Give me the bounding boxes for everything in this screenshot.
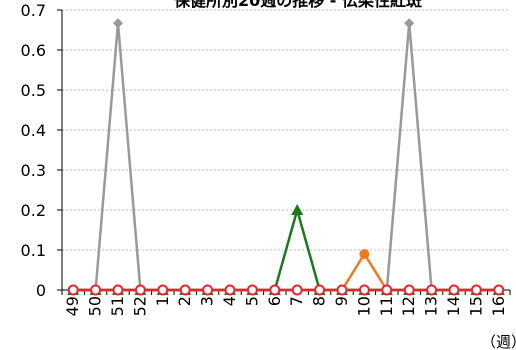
x-tick-label: 14: [444, 296, 463, 316]
y-tick-label: 0.2: [21, 201, 46, 220]
x-tick-label: 4: [220, 296, 239, 306]
x-tick-label: 52: [130, 296, 149, 316]
data-point: [67, 284, 79, 296]
y-tick-label: 0.5: [21, 81, 46, 100]
data-point: [404, 18, 415, 29]
x-tick-label: 50: [86, 296, 105, 316]
x-tick-label: 5: [242, 296, 261, 306]
x-tick-label: 49: [63, 296, 82, 316]
data-point: [134, 284, 146, 296]
data-point: [336, 284, 348, 296]
data-point: [381, 284, 393, 296]
data-point: [359, 249, 370, 259]
y-tick-label: 0.1: [21, 241, 46, 260]
y-tick-label: 0.7: [21, 1, 46, 20]
x-tick-label: 51: [108, 296, 127, 316]
y-tick-label: 0.3: [21, 161, 46, 180]
data-point: [179, 284, 191, 296]
data-point: [403, 284, 415, 296]
x-tick-label: 12: [399, 296, 418, 316]
data-point: [314, 284, 326, 296]
x-tick-label: 3: [198, 296, 217, 306]
data-point: [157, 284, 169, 296]
data-point: [426, 284, 438, 296]
x-tick-label: 16: [489, 296, 508, 316]
x-tick-label: 13: [422, 296, 441, 316]
label-layer: 00.10.20.30.40.50.60.749 50 51 52 1 2 3 4 5 6 7 8 9 1…: [21, 1, 508, 316]
data-point: [202, 284, 214, 296]
data-point: [112, 284, 124, 296]
data-point: [113, 18, 123, 29]
x-tick-label: 1: [153, 296, 172, 306]
data-point: [448, 284, 460, 296]
data-point: [90, 284, 102, 296]
y-tick-label: 0.6: [21, 41, 46, 60]
x-tick-label: 7: [287, 296, 306, 306]
chart-title: 保健所別20週の推移 - 伝染性紅斑: [173, 0, 422, 10]
data-point: [493, 284, 505, 296]
data-point: [291, 284, 303, 296]
x-tick-label: 2: [175, 296, 194, 306]
x-tick-label: 8: [310, 296, 329, 306]
y-tick-label: 0.4: [21, 121, 46, 140]
x-tick-label: 11: [377, 296, 396, 316]
x-tick-label: 15: [466, 296, 485, 316]
data-point: [269, 284, 281, 296]
data-point: [224, 284, 236, 296]
axis-layer: [57, 9, 511, 295]
x-tick-label: 9: [332, 296, 351, 306]
data-point: [291, 204, 304, 215]
data-point: [470, 284, 482, 296]
grid-layer: [62, 9, 510, 251]
x-axis-label: （週）: [481, 333, 516, 350]
x-tick-label: 6: [265, 296, 284, 306]
data-point: [358, 284, 370, 296]
marker-layer: [67, 18, 505, 296]
data-point: [246, 284, 258, 296]
x-tick-label: 10: [354, 296, 373, 316]
y-tick-label: 0: [36, 281, 46, 300]
